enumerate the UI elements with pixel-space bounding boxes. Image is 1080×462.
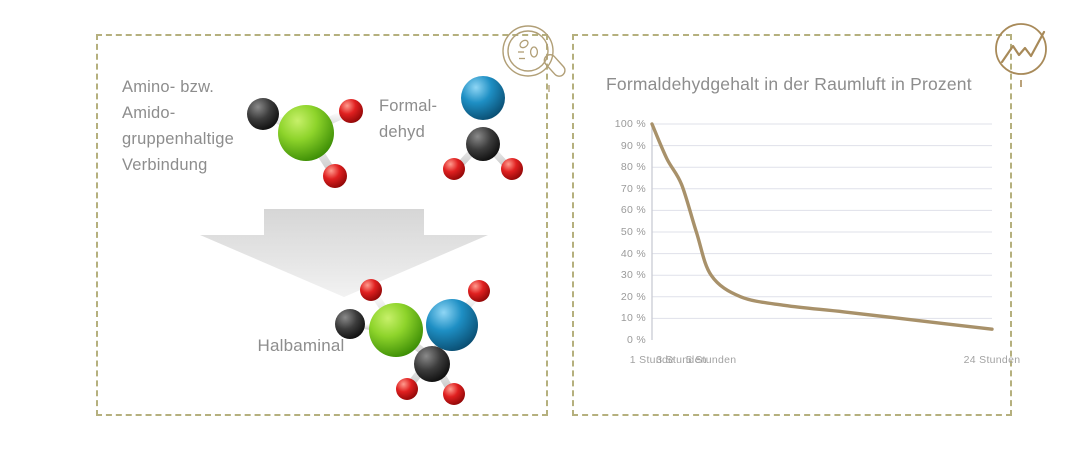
chart-y-tick: 90 % xyxy=(620,139,646,152)
reaction-arrow-down-icon xyxy=(196,209,492,299)
chart-x-tick: 24 Stunden xyxy=(963,354,1021,366)
chart-x-tick: 1 Stunde xyxy=(629,354,675,366)
formaldehyde-label: Formal- dehyd xyxy=(379,97,438,141)
chart-y-tick: 100 % xyxy=(614,118,646,130)
formaldehyde-molecule xyxy=(436,68,530,188)
chart-title: Formaldehydgehalt in der Raumluft in Pro… xyxy=(606,74,972,94)
chart-svg xyxy=(650,122,994,340)
amino-compound-label: Amino- bzw. Amido- gruppenhaltige Verbin… xyxy=(122,78,234,174)
chart-y-tick: 30 % xyxy=(620,269,646,282)
chart-y-tick: 20 % xyxy=(620,290,646,303)
chart-y-tick: 10 % xyxy=(620,312,646,325)
amino-compound-molecule xyxy=(238,83,372,197)
chart-line-series xyxy=(650,122,994,331)
chart-plot-area: 100 % 90 % 80 % 70 % 60 % 50 % 40 % 30 % 20 % 10 … xyxy=(600,118,1020,380)
halbaminal-label: Halbaminal xyxy=(257,336,345,355)
halbaminal-molecule xyxy=(328,272,514,408)
chart-x-tick: 3 Stunden xyxy=(656,354,707,366)
chart-y-tick: 80 % xyxy=(620,161,646,174)
chart-panel xyxy=(572,34,1012,416)
chart-y-tick: 0 % xyxy=(627,334,646,346)
magnifier-molecule-icon xyxy=(498,22,570,94)
trend-chart-icon xyxy=(988,18,1060,90)
chart-y-tick: 70 % xyxy=(620,182,646,195)
chart-y-tick: 50 % xyxy=(620,226,646,238)
reaction-diagram-panel xyxy=(96,34,548,416)
chart-y-tick: 60 % xyxy=(620,204,646,217)
chart-x-tick: 5 Stunden xyxy=(685,354,737,366)
chart-y-tick: 40 % xyxy=(620,247,646,260)
